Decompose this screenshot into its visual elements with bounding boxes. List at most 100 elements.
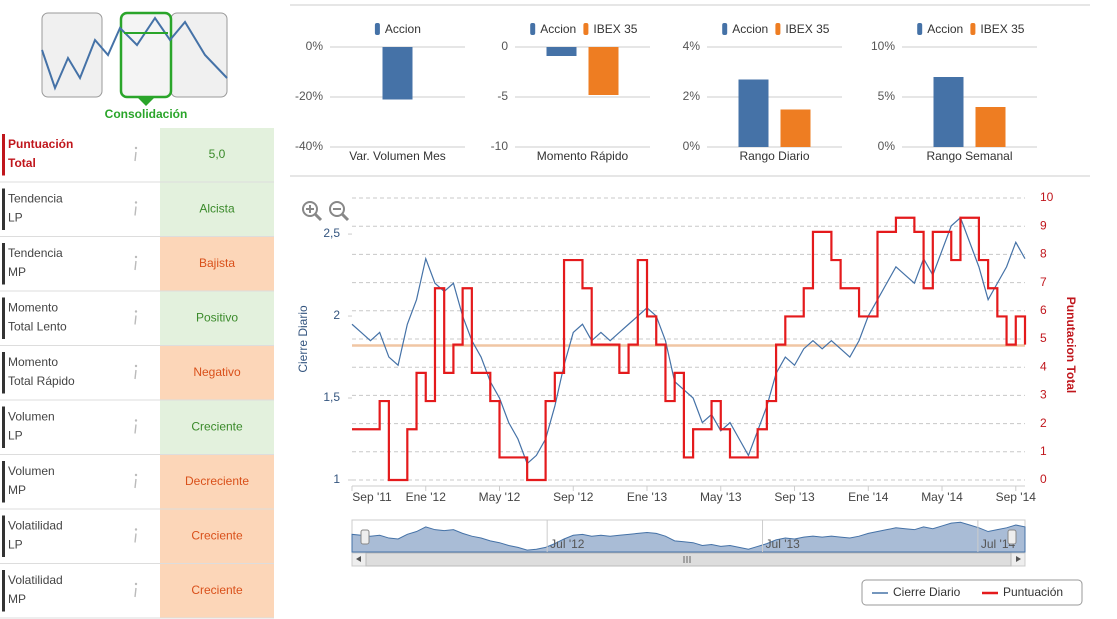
info-stem: [134, 533, 137, 543]
row-value: Negativo: [193, 365, 241, 379]
info-stem: [134, 260, 137, 271]
y-tick-label: 0%: [878, 139, 896, 153]
row-value: Creciente: [191, 583, 243, 597]
y2-tick-label: 0: [1040, 472, 1047, 486]
x-tick-label: Var. Volumen Mes: [349, 149, 446, 163]
pattern-box: [170, 12, 228, 98]
bar: [933, 77, 964, 147]
legend-label: Puntuación: [1003, 585, 1063, 599]
y2-tick-label: 2: [1040, 416, 1047, 430]
y-tick-label: 0: [501, 39, 508, 53]
y2-tick-label: 5: [1040, 331, 1047, 345]
info-dot: [134, 582, 138, 586]
series-line: [352, 216, 1027, 482]
row-marker: [2, 461, 5, 503]
scroll-left: [356, 556, 361, 562]
zoom-controls: [302, 201, 350, 222]
zoom-in[interactable]: [302, 201, 318, 217]
row-label: MP: [8, 483, 26, 497]
x-tick-label: Sep '13: [774, 490, 815, 504]
y-tick-label: 1,5: [323, 390, 340, 404]
row-value: Alcista: [199, 201, 235, 215]
row-marker: [2, 570, 5, 612]
y2-tick-label: 4: [1040, 359, 1047, 373]
legend-label: IBEX 35: [785, 22, 829, 36]
y-tick-label: -5: [497, 89, 508, 103]
y-tick-label: -20%: [295, 89, 323, 103]
row-label: Momento: [8, 301, 58, 315]
info-stem: [134, 151, 137, 162]
row-label: Total Rápido: [8, 374, 75, 388]
pattern-box-active: [119, 11, 173, 99]
y-tick-label: 0%: [683, 139, 701, 153]
legend-label: Accion: [385, 22, 421, 36]
info-dot: [134, 146, 138, 150]
row-marker: [2, 352, 5, 394]
row-label: MP: [8, 592, 26, 606]
row-label: Tendencia: [8, 192, 63, 206]
bar: [588, 47, 619, 95]
legend-label: Accion: [927, 22, 963, 36]
x-tick-label: Momento Rápido: [537, 149, 629, 163]
row-label: Volatilidad: [8, 573, 63, 587]
x-tick-label: May '13: [700, 490, 742, 504]
legend-swatch: [583, 23, 589, 35]
navigator-label: Jul '14: [981, 537, 1016, 551]
info-stem: [134, 587, 137, 598]
y-tick-label: 0%: [306, 39, 324, 53]
navigator-handle: [1007, 529, 1017, 545]
bar: [780, 109, 811, 147]
legend-label: Accion: [732, 22, 768, 36]
row-value: 5,0: [209, 147, 226, 161]
bar: [975, 107, 1006, 147]
bar: [382, 47, 413, 100]
row-label: LP: [8, 538, 23, 552]
pattern-pointer: [137, 97, 155, 106]
value-cell: [160, 128, 274, 182]
row-label: MP: [8, 265, 26, 279]
row-value: Creciente: [191, 528, 243, 542]
legend-swatch: [775, 23, 781, 35]
y-tick-label: 5%: [878, 89, 896, 103]
row-label: Puntuación: [8, 137, 73, 151]
series-line: [351, 216, 1026, 465]
value-cell: [160, 455, 274, 509]
y2-tick-label: 1: [1040, 444, 1047, 458]
navigator-handle[interactable]: [360, 529, 370, 545]
info-dot: [134, 473, 138, 477]
legend-label: IBEX 35: [593, 22, 637, 36]
legend-label: Accion: [540, 22, 576, 36]
scroll-right: [1016, 556, 1021, 562]
row-marker: [2, 188, 5, 230]
zoom-out[interactable]: [329, 201, 345, 217]
row-marker: [2, 297, 5, 339]
x-tick-label: May '12: [479, 490, 521, 504]
zoom-in-handle: [313, 212, 323, 222]
row-marker: [2, 515, 5, 557]
info-dot: [134, 528, 138, 531]
legend-label: Cierre Diario: [893, 585, 961, 599]
info-stem: [134, 478, 137, 489]
legend-swatch: [530, 23, 536, 35]
row-marker: [2, 243, 5, 285]
row-marker: [2, 134, 5, 176]
row-marker: [2, 406, 5, 448]
x-tick-label: Rango Semanal: [926, 149, 1012, 163]
y2-tick-label: 6: [1040, 303, 1047, 317]
info-stem: [134, 369, 137, 380]
y-axis-title: Cierre Diario: [296, 305, 310, 373]
row-label: LP: [8, 211, 23, 225]
x-tick-label: Ene '13: [627, 490, 668, 504]
y2-axis-title: Punutacion Total: [1064, 297, 1078, 393]
x-tick-label: Sep '11: [352, 490, 392, 504]
row-label: Volatilidad: [8, 519, 63, 533]
info-stem: [134, 315, 137, 325]
legend-swatch: [970, 23, 976, 35]
pattern-icon: Consolidación: [41, 11, 228, 121]
info-stem: [134, 206, 137, 216]
x-tick-label: May '14: [921, 490, 963, 504]
value-cell: [160, 400, 274, 454]
legend-swatch: [917, 23, 923, 35]
pattern-box: [41, 12, 103, 98]
